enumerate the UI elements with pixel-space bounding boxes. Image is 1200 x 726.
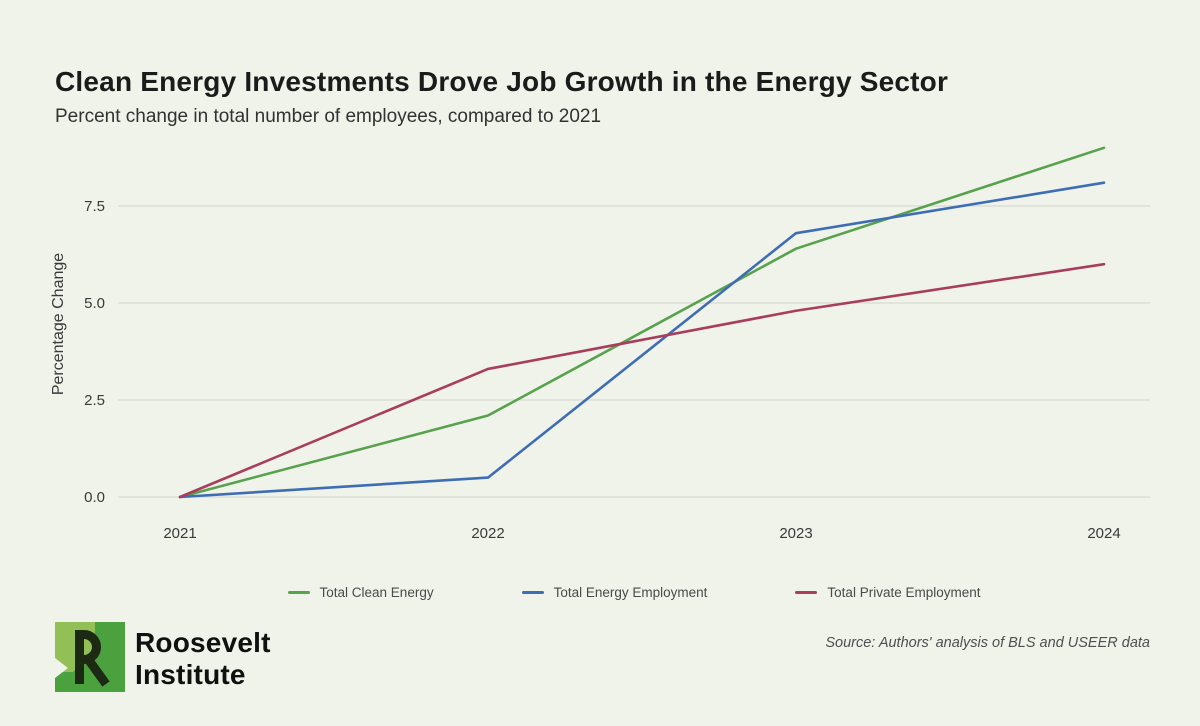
roosevelt-institute-logo <box>55 622 125 692</box>
chart-legend: Total Clean Energy Total Energy Employmen… <box>118 585 1150 600</box>
series-line <box>178 262 1106 499</box>
chart-subtitle: Percent change in total number of employ… <box>55 106 602 127</box>
legend-dash-icon <box>795 591 818 594</box>
legend-item: Total Energy Employment <box>521 585 708 600</box>
series-line <box>178 181 1106 499</box>
y-tick-label: 5.0 <box>84 295 105 312</box>
legend-label: Total Private Employment <box>827 585 981 600</box>
y-tick-label: 2.5 <box>84 392 105 409</box>
x-tick-label: 2022 <box>471 525 504 542</box>
x-tick-label: 2023 <box>779 525 812 542</box>
brand-line2: Institute <box>135 659 246 690</box>
x-tick-label: 2021 <box>163 525 196 542</box>
legend-dash-icon <box>521 591 544 594</box>
brand-name: Roosevelt Institute <box>135 627 271 691</box>
y-axis-title: Percentage Change <box>50 253 67 395</box>
logo-letter-r <box>75 630 110 687</box>
x-tick-label: 2024 <box>1087 525 1120 542</box>
legend-item: Total Private Employment <box>795 585 980 600</box>
legend-label: Total Energy Employment <box>553 585 708 600</box>
brand-line1: Roosevelt <box>135 627 271 658</box>
source-note: Source: Authors' analysis of BLS and USE… <box>825 635 1150 651</box>
legend-item: Total Clean Energy <box>287 585 434 600</box>
y-tick-label: 0.0 <box>84 489 105 506</box>
chart-title: Clean Energy Investments Drove Job Growt… <box>55 66 949 97</box>
legend-label: Total Clean Energy <box>319 585 434 600</box>
series-line <box>178 146 1106 499</box>
y-tick-label: 7.5 <box>84 198 105 215</box>
legend-dash-icon <box>287 591 310 594</box>
